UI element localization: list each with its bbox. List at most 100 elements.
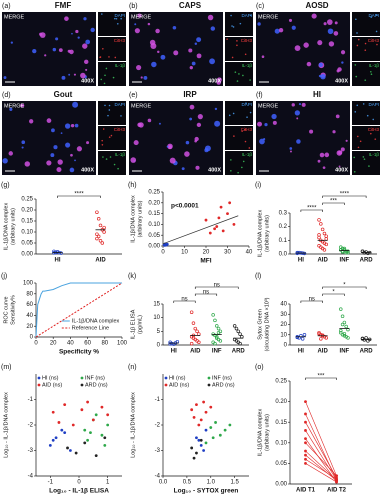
data-point <box>202 449 206 452</box>
channel-label: CitH3 <box>241 127 253 132</box>
cell <box>238 73 240 75</box>
cell <box>364 49 367 51</box>
cell <box>354 64 357 66</box>
channel-image <box>225 12 253 36</box>
channel-image <box>98 12 126 36</box>
cell <box>363 158 366 160</box>
cell <box>236 40 238 42</box>
cell <box>324 152 330 158</box>
channel-image <box>352 151 380 175</box>
cell <box>289 150 292 153</box>
cell <box>194 136 199 142</box>
cell <box>357 38 360 41</box>
cell <box>75 29 79 34</box>
cell <box>188 48 193 53</box>
cell <box>120 115 122 117</box>
cell <box>244 128 246 131</box>
channel-image <box>352 62 380 86</box>
magnification: 400X <box>81 78 94 84</box>
cell <box>2 158 8 164</box>
magnification: 400X <box>335 78 348 84</box>
data-point <box>295 335 300 340</box>
cell <box>318 62 323 68</box>
cell <box>20 103 25 108</box>
cell <box>241 166 243 169</box>
channel-image <box>98 101 126 125</box>
data-point <box>215 225 219 228</box>
channel-label: DAPI <box>368 13 379 18</box>
cell <box>355 75 358 78</box>
data-point <box>335 480 338 484</box>
panel-title: HI <box>313 90 321 99</box>
cell <box>167 143 173 150</box>
data-point <box>94 413 98 417</box>
significance-label: *** <box>317 374 325 380</box>
pair-line <box>305 430 337 481</box>
cell <box>76 146 82 152</box>
cell <box>340 50 346 55</box>
cell <box>241 130 243 132</box>
y-axis-label: IL-1β/DNA complex <box>257 409 263 457</box>
data-point <box>319 222 323 226</box>
cell <box>32 49 37 54</box>
cell <box>133 140 139 146</box>
significance-label: *** <box>330 199 338 205</box>
data-point <box>211 313 215 317</box>
x-tick-label: 0.0 <box>159 480 168 486</box>
data-point <box>83 428 87 432</box>
cell <box>166 145 169 148</box>
cell <box>332 130 336 134</box>
panel-title: IRP <box>183 90 197 99</box>
channel-image <box>225 126 253 150</box>
pair-line <box>305 454 337 481</box>
data-point <box>320 333 325 338</box>
data-point <box>59 251 63 255</box>
data-point <box>100 405 104 409</box>
y-tick-label: -2 <box>28 423 34 429</box>
data-point <box>322 248 327 252</box>
data-line <box>35 282 122 338</box>
x-tick-label: ARD <box>360 349 374 355</box>
data-point <box>366 251 370 256</box>
data-point <box>340 314 345 319</box>
cell <box>85 39 91 45</box>
data-point <box>232 324 237 328</box>
y-tick-label: 0.15 <box>21 219 33 225</box>
significance-bracket <box>322 195 367 198</box>
cell <box>301 102 306 107</box>
cell <box>108 56 110 58</box>
x-tick-label: HI <box>298 258 304 264</box>
cell <box>101 13 103 15</box>
x-tick-label: 40 <box>246 250 253 256</box>
cell <box>72 101 79 108</box>
data-point <box>91 418 95 422</box>
data-point <box>238 332 242 336</box>
cell <box>257 121 262 127</box>
cell <box>364 42 367 45</box>
cell <box>376 43 378 46</box>
panel-title: CAPS <box>179 1 202 10</box>
cell <box>114 56 117 59</box>
cell <box>73 73 76 76</box>
data-point <box>69 449 72 452</box>
channel-image <box>225 37 253 61</box>
cell <box>319 152 325 158</box>
cell <box>169 157 176 164</box>
cell <box>289 147 293 150</box>
channel-image <box>352 37 380 61</box>
data-point <box>213 341 217 346</box>
cell <box>39 32 43 36</box>
cell <box>189 104 195 110</box>
cell <box>69 167 75 173</box>
merge-label: MERGE <box>131 14 152 20</box>
significance-bracket <box>300 209 323 212</box>
data-point <box>100 241 105 245</box>
cell <box>242 160 245 163</box>
channel-label: CitH3 <box>241 38 253 43</box>
data-point <box>209 426 213 429</box>
data-point <box>304 453 307 457</box>
cell <box>101 139 103 142</box>
cell <box>356 44 359 47</box>
cell <box>196 122 202 128</box>
data-point <box>304 449 307 453</box>
